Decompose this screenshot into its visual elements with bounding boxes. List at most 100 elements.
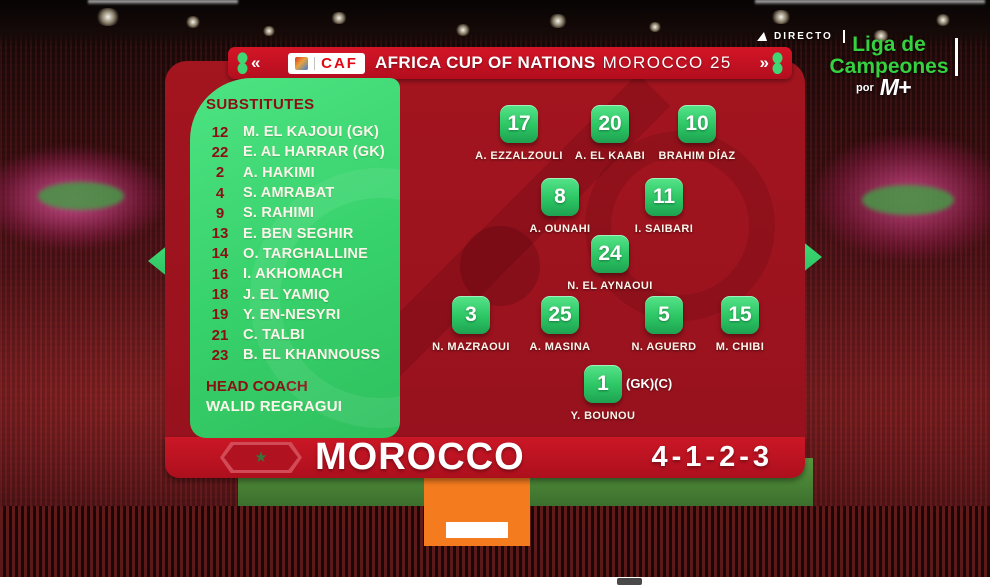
orange-ad-board — [424, 478, 530, 546]
substitute-number: 9 — [215, 204, 225, 222]
sound-arcs-icon: « — [251, 53, 261, 72]
player-name: A. EL KAABI — [574, 150, 646, 162]
substitute-row: 19 Y. EN-NESYRI — [206, 305, 400, 325]
player-number-badge: 17 — [500, 105, 538, 143]
stadium-light — [770, 10, 792, 24]
player-number: 1 — [597, 372, 609, 395]
substitute-number: 18 — [211, 286, 229, 304]
stadium-light — [648, 22, 662, 32]
head-coach-name: WALID REGRAGUI — [206, 397, 343, 415]
pitch-player: 17 A. EZZALZOULI — [459, 105, 579, 162]
substitute-row: 23 B. EL KHANNOUSS — [206, 345, 400, 365]
roof-light-strip — [88, 0, 238, 5]
player-number-badge: 25 — [541, 296, 579, 334]
stadium-light — [185, 16, 201, 28]
pitch-player: 3 N. MAZRAOUI — [411, 296, 531, 353]
totalenergies-icon — [295, 56, 309, 70]
player-number-badge: 1 — [584, 365, 622, 403]
substitute-number: 14 — [211, 245, 229, 263]
substitute-row: 2 A. HAKIMI — [206, 163, 400, 183]
pitch-player: 24 N. EL AYNAOUI — [550, 235, 670, 292]
pitch-player: 15 M. CHIBI — [680, 296, 800, 353]
player-number-badge: 8 — [541, 178, 579, 216]
substitute-row: 12 M. EL KAJOUI (GK) — [206, 122, 400, 142]
player-number: 11 — [652, 185, 676, 208]
channel-divider — [955, 38, 958, 76]
broadcaster-logo: por M+ — [856, 74, 912, 101]
stadium-light — [455, 24, 471, 36]
substitute-row: 4 S. AMRABAT — [206, 183, 400, 203]
player-number: 8 — [554, 185, 566, 208]
player-name: N. AGUERD — [631, 341, 697, 353]
substitute-number: 16 — [211, 265, 229, 283]
channel-line2: Campeones — [829, 55, 949, 78]
broadcast-video: DIRECTO Liga de Campeones por M+ — [0, 0, 990, 577]
player-name: A. EZZALZOULI — [475, 150, 563, 162]
afcon-motif-right-icon: » — [760, 52, 784, 74]
substitute-name: E. BEN SEGHIR — [243, 225, 354, 242]
live-label: DIRECTO — [774, 31, 833, 42]
substitutes-panel: SUBSTITUTES 12 M. EL KAJOUI (GK) 22 E. AL … — [190, 78, 400, 438]
channel-name: Liga de Campeones — [826, 33, 958, 78]
afcon-motif-left-icon: « — [236, 52, 260, 74]
afcon-blob-icon — [772, 52, 783, 74]
team-footer-bar: ★ MOROCCO 4-1-2-3 — [165, 436, 805, 478]
player-name: M. CHIBI — [715, 341, 765, 353]
morocco-flag-icon: ★ — [220, 442, 302, 473]
substitute-row: 22 E. AL HARRAR (GK) — [206, 142, 400, 162]
player-number: 5 — [658, 303, 670, 326]
substitute-name: O. TARGHALLINE — [243, 245, 368, 262]
live-indicator: DIRECTO — [757, 30, 845, 43]
pitch-player-goalkeeper: 1 (GK)(C) Y. BOUNOU — [543, 365, 672, 422]
caf-wordmark: CAF — [321, 54, 358, 72]
player-number: 25 — [548, 303, 572, 326]
stadium-bowl-left-pitch — [38, 182, 124, 210]
flag-star-icon: ★ — [254, 449, 268, 466]
player-number-badge: 3 — [452, 296, 490, 334]
competition-edition: MOROCCO 25 — [602, 53, 732, 72]
competition-banner: « CAF AFRICA CUP OF NATIONS MOROCCO 25 » — [228, 47, 792, 79]
player-name: A. OUNAHI — [529, 223, 591, 235]
stadium-roof — [0, 0, 990, 46]
substitute-name: A. HAKIMI — [243, 164, 315, 181]
player-name: BRAHIM DÍAZ — [658, 150, 736, 162]
substitute-name: S. RAHIMI — [243, 205, 315, 222]
substitute-number: 12 — [211, 123, 229, 141]
player-number-badge: 11 — [645, 178, 683, 216]
caf-logo: CAF — [288, 52, 365, 74]
movistar-plus-icon: M+ — [879, 74, 912, 100]
stadium-light — [262, 26, 276, 36]
pitch-player: 11 I. SAIBARI — [604, 178, 724, 235]
competition-title: AFRICA CUP OF NATIONS MOROCCO 25 — [375, 53, 732, 73]
substitute-row: 21 C. TALBI — [206, 325, 400, 345]
head-coach-heading: HEAD COACH — [206, 377, 308, 395]
page-scrollbar-thumb[interactable] — [617, 578, 642, 585]
substitute-name: J. EL YAMIQ — [243, 286, 330, 303]
player-name: A. MASINA — [529, 341, 591, 353]
pitch-player: 8 A. OUNAHI — [500, 178, 620, 235]
player-number-badge: 15 — [721, 296, 759, 334]
substitute-row: 16 I. AKHOMACH — [206, 264, 400, 284]
stadium-light — [935, 14, 951, 26]
substitute-number: 4 — [215, 184, 225, 202]
por-label: por — [856, 81, 874, 94]
sound-arcs-icon: » — [759, 53, 769, 72]
substitute-name: B. EL KHANNOUSS — [243, 347, 381, 364]
orange-logo-dash — [446, 522, 508, 538]
pattern-dot — [460, 226, 540, 306]
substitute-name: M. EL KAJOUI (GK) — [243, 124, 380, 141]
player-name: I. SAIBARI — [634, 223, 694, 235]
stadium-light — [330, 12, 348, 24]
substitute-name: C. TALBI — [243, 327, 305, 344]
pitch-player: 20 A. EL KAABI — [550, 105, 670, 162]
afcon-blob-icon — [237, 52, 248, 74]
divider-bar — [842, 30, 845, 43]
channel-line1: Liga de — [852, 33, 926, 56]
player-number: 3 — [465, 303, 477, 326]
player-number-badge: 10 — [678, 105, 716, 143]
substitute-number: 19 — [211, 306, 229, 324]
player-number: 10 — [685, 112, 709, 135]
pitch-player: 25 A. MASINA — [500, 296, 620, 353]
substitute-name: S. AMRABAT — [243, 185, 335, 202]
